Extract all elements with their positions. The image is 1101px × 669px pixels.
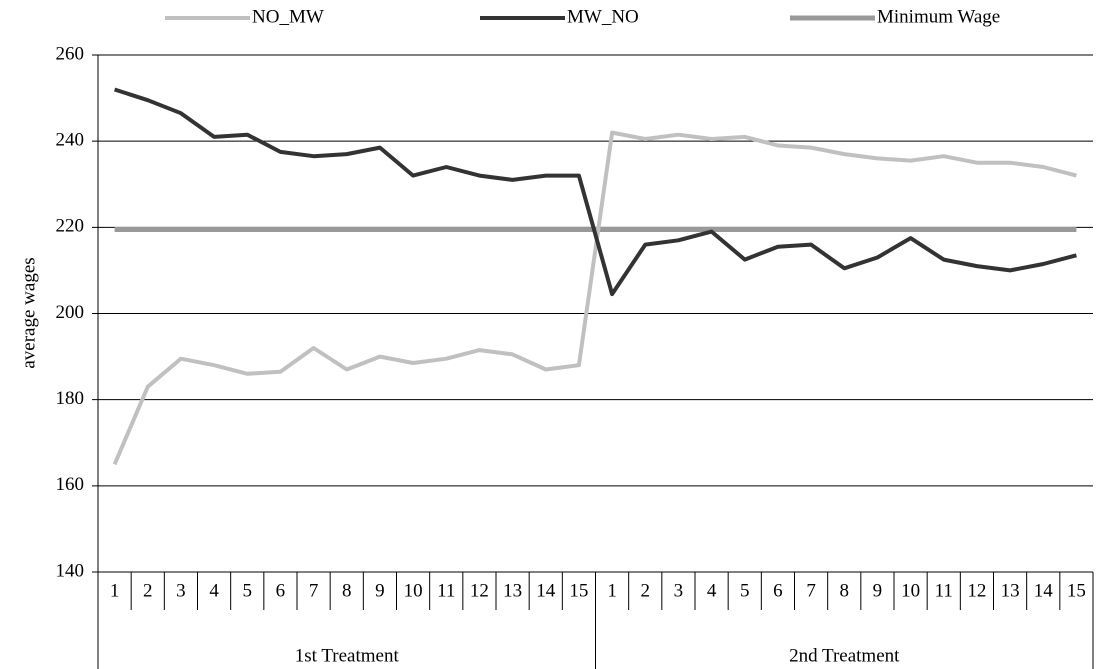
x-tick-label: 4 [209, 580, 219, 601]
y-tick-label: 140 [56, 560, 85, 581]
x-tick-label: 7 [309, 580, 319, 601]
legend-label: NO_MW [252, 6, 324, 27]
x-tick-label: 15 [569, 580, 588, 601]
series-line [112, 130, 1077, 466]
x-tick-label: 9 [375, 580, 385, 601]
x-tick-label: 13 [1001, 580, 1020, 601]
x-tick-label: 5 [243, 580, 253, 601]
x-tick-label: 14 [1034, 580, 1054, 601]
x-tick-label: 2 [641, 580, 651, 601]
x-tick-label: 10 [404, 580, 423, 601]
x-tick-label: 8 [840, 580, 850, 601]
x-tick-label: 12 [470, 580, 489, 601]
x-tick-label: 14 [536, 580, 556, 601]
y-axis-label: average wages [18, 257, 39, 368]
x-tick-label: 9 [873, 580, 883, 601]
series-line [113, 87, 1077, 297]
x-tick-label: 10 [901, 580, 920, 601]
x-tick-label: 6 [773, 580, 783, 601]
x-tick-label: 8 [342, 580, 352, 601]
x-tick-label: 11 [437, 580, 455, 601]
y-tick-label: 200 [56, 302, 85, 323]
x-tick-label: 2 [143, 580, 153, 601]
x-tick-label: 1 [110, 580, 120, 601]
x-tick-label: 7 [806, 580, 816, 601]
y-tick-label: 260 [56, 43, 85, 64]
y-tick-label: 220 [56, 216, 85, 237]
x-tick-label: 6 [276, 580, 286, 601]
x-tick-label: 15 [1067, 580, 1086, 601]
x-tick-label: 3 [176, 580, 186, 601]
y-tick-label: 180 [56, 388, 85, 409]
x-tick-label: 13 [503, 580, 522, 601]
group-label: 2nd Treatment [789, 645, 900, 666]
x-tick-label: 3 [674, 580, 684, 601]
x-tick-label: 5 [740, 580, 750, 601]
x-tick-label: 4 [707, 580, 717, 601]
group-label: 1st Treatment [295, 645, 400, 666]
x-tick-label: 12 [967, 580, 986, 601]
y-tick-label: 240 [56, 130, 85, 151]
legend-label: Minimum Wage [877, 6, 1000, 27]
legend-label: MW_NO [567, 6, 639, 27]
x-tick-label: 1 [607, 580, 617, 601]
x-tick-label: 11 [935, 580, 953, 601]
y-tick-label: 160 [56, 474, 85, 495]
